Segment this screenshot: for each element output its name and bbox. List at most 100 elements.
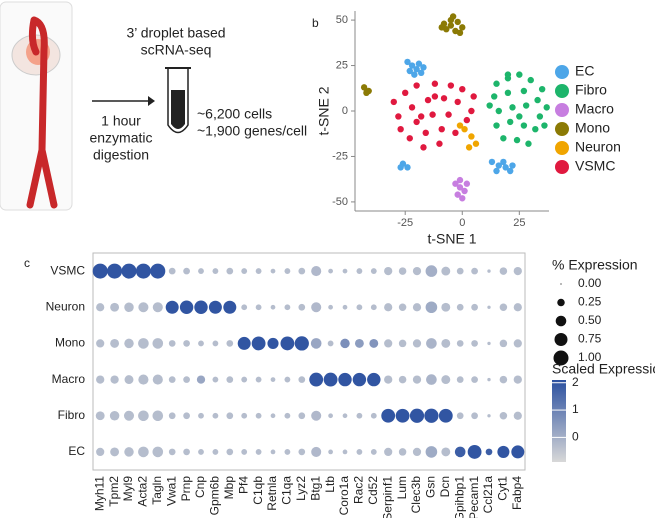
dot [441, 338, 451, 348]
legend-swatch [555, 141, 569, 155]
dot [487, 269, 491, 273]
dot [96, 303, 105, 312]
arrow-head [148, 96, 155, 106]
dot [223, 300, 237, 314]
dot [471, 412, 478, 420]
point [465, 144, 473, 151]
x-tick-label: Rac2 [352, 476, 366, 504]
dot [441, 302, 451, 312]
dot [511, 445, 525, 459]
size-legend-dot [553, 350, 569, 366]
point [532, 125, 539, 133]
point [360, 84, 368, 91]
dot [121, 263, 137, 279]
dot [356, 268, 363, 274]
x-tick-label: C1qa [280, 476, 294, 505]
color-bar [552, 380, 566, 462]
x-tick-label: Myl9 [121, 476, 135, 502]
point [543, 104, 550, 111]
dot [352, 372, 367, 387]
point [402, 89, 409, 97]
dot [92, 263, 108, 279]
dot [196, 375, 206, 384]
point [502, 164, 509, 171]
legend-label: Neuron [575, 139, 621, 155]
dot [194, 300, 208, 314]
dot [513, 411, 522, 420]
y-tick-label: Macro [52, 372, 86, 386]
dot [485, 448, 493, 456]
point [520, 122, 528, 129]
dot [124, 447, 134, 457]
dot [438, 408, 453, 423]
dot [384, 447, 393, 457]
point [413, 82, 420, 89]
dot [311, 410, 322, 421]
size-legend-label: 0.25 [578, 295, 602, 309]
x-tick-label: Clec3b [409, 476, 423, 514]
point [459, 24, 466, 31]
dot [241, 449, 248, 455]
x-tick-label: Btg1 [308, 476, 322, 501]
dot [425, 301, 438, 314]
y-tick-label: EC [68, 444, 85, 458]
dot [138, 338, 149, 349]
method-line: scRNA-seq [141, 42, 212, 58]
dot [124, 375, 134, 385]
point [538, 85, 546, 93]
dot [356, 449, 363, 455]
x-tick-label: Pecam1 [467, 476, 481, 518]
dot [212, 376, 219, 383]
dot [96, 339, 105, 348]
point [411, 71, 418, 78]
dot [456, 303, 464, 311]
dot [255, 376, 262, 383]
schematic: 3’ droplet based scRNA-seq 1 hour enzyma… [0, 1, 307, 211]
x-tick-label: Cnp [193, 476, 207, 498]
color-bar-label: 0 [572, 430, 579, 444]
legend-label: Macro [575, 101, 614, 117]
point [534, 96, 541, 104]
dot [95, 411, 105, 421]
point [536, 113, 544, 120]
panel-label: c [24, 256, 30, 270]
dot [138, 410, 149, 422]
dot [183, 376, 190, 383]
dot [96, 375, 105, 384]
dot [499, 412, 508, 420]
panel-label: b [312, 16, 319, 30]
dot [294, 336, 309, 351]
legend-swatch [555, 103, 569, 117]
dot [398, 339, 407, 348]
point [468, 107, 475, 115]
dot [270, 268, 276, 274]
dot [255, 268, 262, 274]
point [495, 107, 502, 115]
size-legend-dot [554, 333, 568, 346]
x-tick-label: Prnp [179, 476, 193, 502]
point [406, 135, 413, 142]
dot [226, 340, 234, 347]
point [406, 67, 413, 75]
dot [471, 376, 478, 383]
legend-label: VSMC [575, 158, 615, 174]
dot [183, 412, 190, 420]
dot [513, 339, 522, 348]
dot [168, 267, 176, 275]
legend-swatch [555, 122, 569, 136]
dot [342, 304, 348, 310]
point [429, 111, 436, 118]
dot [226, 376, 234, 383]
point [397, 125, 404, 133]
x-tick-label: Acta2 [136, 476, 150, 507]
point [488, 158, 496, 166]
dot [208, 300, 222, 314]
dot [497, 445, 510, 458]
point [452, 129, 459, 137]
dot [398, 375, 407, 384]
point [463, 116, 471, 124]
dot [323, 372, 338, 387]
dot [110, 338, 120, 348]
point [454, 18, 461, 26]
